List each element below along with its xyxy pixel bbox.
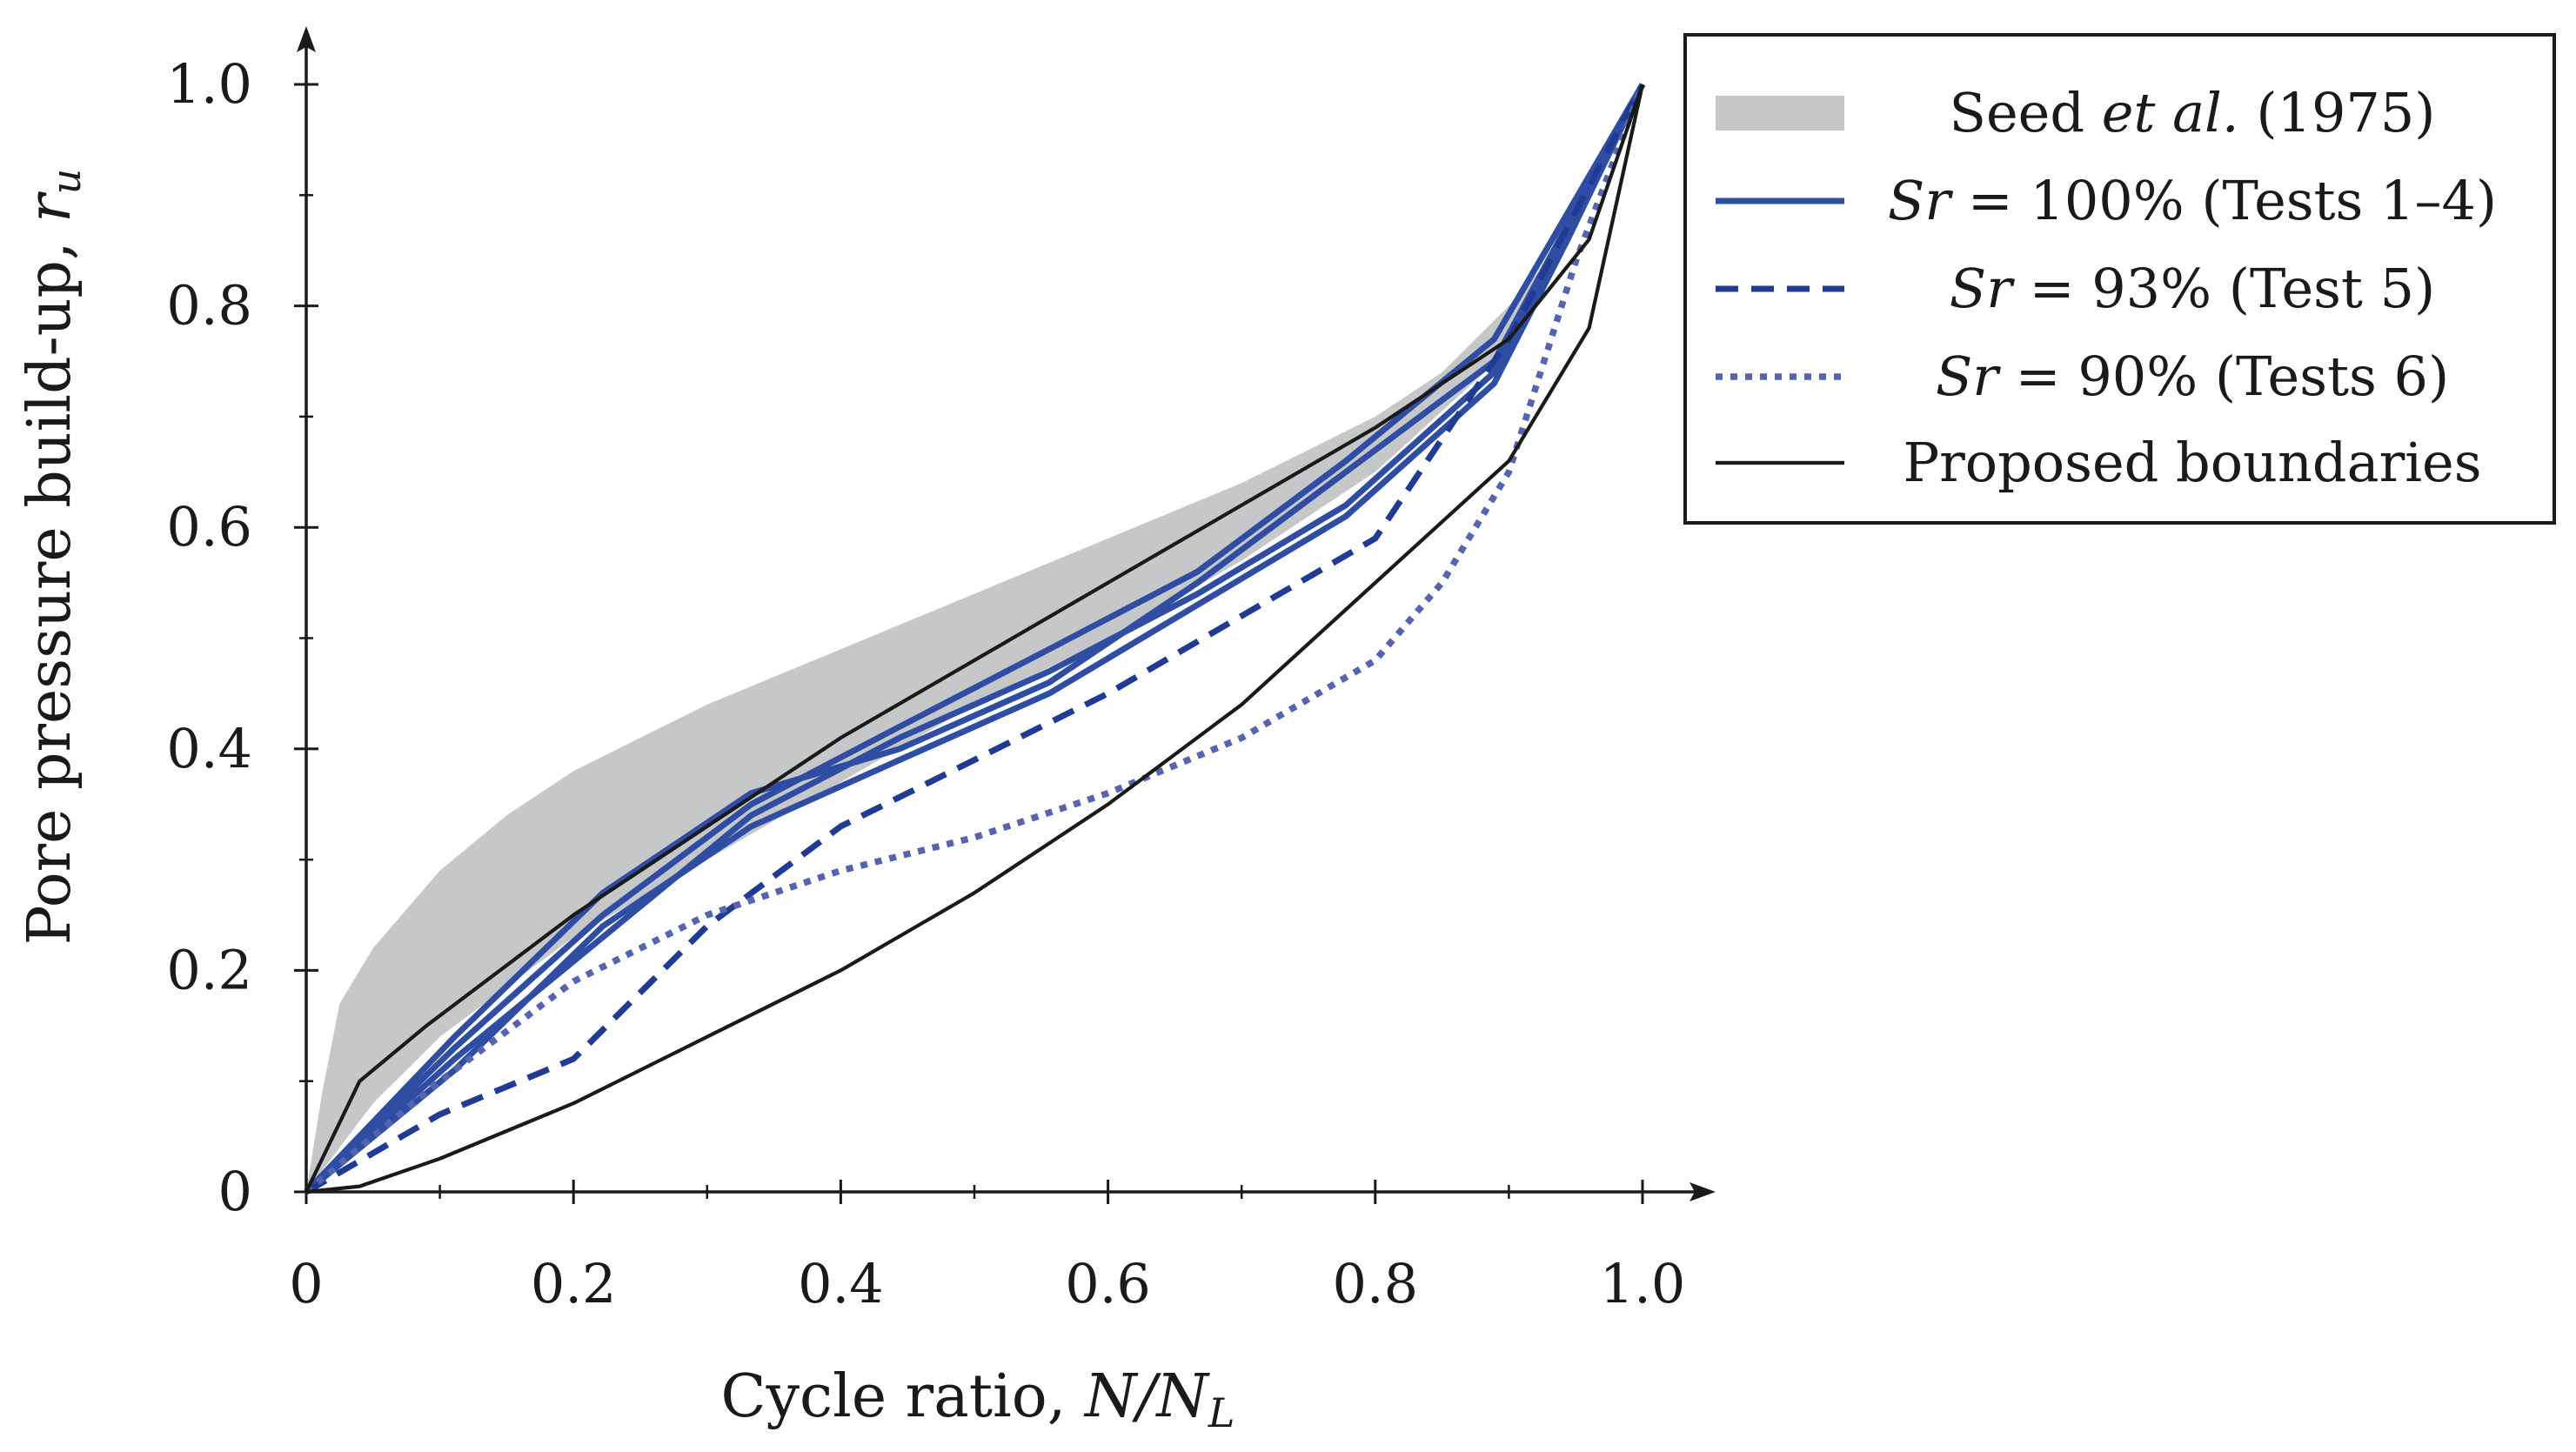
y-tick-label-5: 1.0 xyxy=(166,52,252,116)
y-axis-title-sub: u xyxy=(43,169,90,195)
x-tick-label-2: 0.4 xyxy=(798,1252,884,1315)
legend-label-italic-0: et al. xyxy=(2102,81,2239,144)
axes: 0 0.2 0.4 0.6 0.8 1.0 0 0.2 0.4 0.6 0.8 1.0 xyxy=(166,26,1716,1315)
y-axis-title-main: Pore pressure build-up, xyxy=(16,223,84,945)
legend-label-italic-3: Sr xyxy=(1936,345,2001,408)
series-line-0 xyxy=(304,83,1646,1194)
y-tick-label-3: 0.6 xyxy=(166,495,252,559)
x-axis-title-main: Cycle ratio, xyxy=(721,1362,1085,1431)
legend-label-2: Sr = 93% (Test 5) xyxy=(1950,257,2436,320)
legend-label-post-1: = 100% (Tests 1–4) xyxy=(1950,169,2497,232)
seed-band xyxy=(306,84,1643,1192)
x-tick-label-5: 1.0 xyxy=(1600,1252,1686,1315)
x-axis-title-sub: L xyxy=(1208,1389,1235,1436)
legend-label-pre-0: Seed xyxy=(1950,81,2102,144)
x-tick-label-1: 0.2 xyxy=(531,1252,617,1315)
series-line-5 xyxy=(304,83,1646,1194)
legend-swatch-0 xyxy=(1716,96,1844,130)
legend-label-post-2: = 93% (Test 5) xyxy=(2012,257,2435,320)
plot-area xyxy=(304,83,1646,1195)
legend-label-1: Sr = 100% (Tests 1–4) xyxy=(1888,169,2497,232)
x-tick-label-0: 0 xyxy=(289,1252,323,1315)
y-axis-title-var: r xyxy=(16,191,84,223)
series-line-4 xyxy=(304,83,1646,1195)
legend-label-italic-2: Sr xyxy=(1950,257,2015,320)
x-axis-arrow xyxy=(1689,1182,1716,1201)
series-line-3 xyxy=(304,83,1646,1194)
y-tick-label-1: 0.2 xyxy=(166,938,252,1001)
legend-label-post-0: (1975) xyxy=(2239,81,2436,144)
x-axis-title: Cycle ratio, N/NL xyxy=(721,1362,1235,1436)
legend: Seed et al. (1975)Sr = 100% (Tests 1–4)S… xyxy=(1683,33,2556,525)
legend-label-italic-1: Sr xyxy=(1888,169,1953,232)
legend-label-pre-4: Proposed boundaries xyxy=(1903,431,2481,494)
series-line-6 xyxy=(304,84,1644,1193)
x-tick-label-4: 0.8 xyxy=(1332,1252,1418,1315)
y-tick-label-4: 0.8 xyxy=(166,274,252,338)
legend-label-4: Proposed boundaries xyxy=(1903,431,2481,494)
legend-label-0: Seed et al. (1975) xyxy=(1950,81,2436,144)
axis-labels: Cycle ratio, N/NL Pore pressure build-up,… xyxy=(16,169,1234,1436)
y-tick-label-2: 0.4 xyxy=(166,717,252,780)
y-axis-arrow xyxy=(297,26,316,52)
x-axis-title-var: N/N xyxy=(1083,1362,1210,1431)
legend-label-post-3: = 90% (Tests 6) xyxy=(1998,345,2449,408)
series-line-7 xyxy=(305,84,1645,1194)
y-axis-title: Pore pressure build-up, ru xyxy=(16,169,90,946)
x-tick-label-3: 0.6 xyxy=(1065,1252,1151,1315)
legend-label-3: Sr = 90% (Tests 6) xyxy=(1936,345,2449,408)
y-tick-label-0: 0 xyxy=(218,1160,252,1223)
